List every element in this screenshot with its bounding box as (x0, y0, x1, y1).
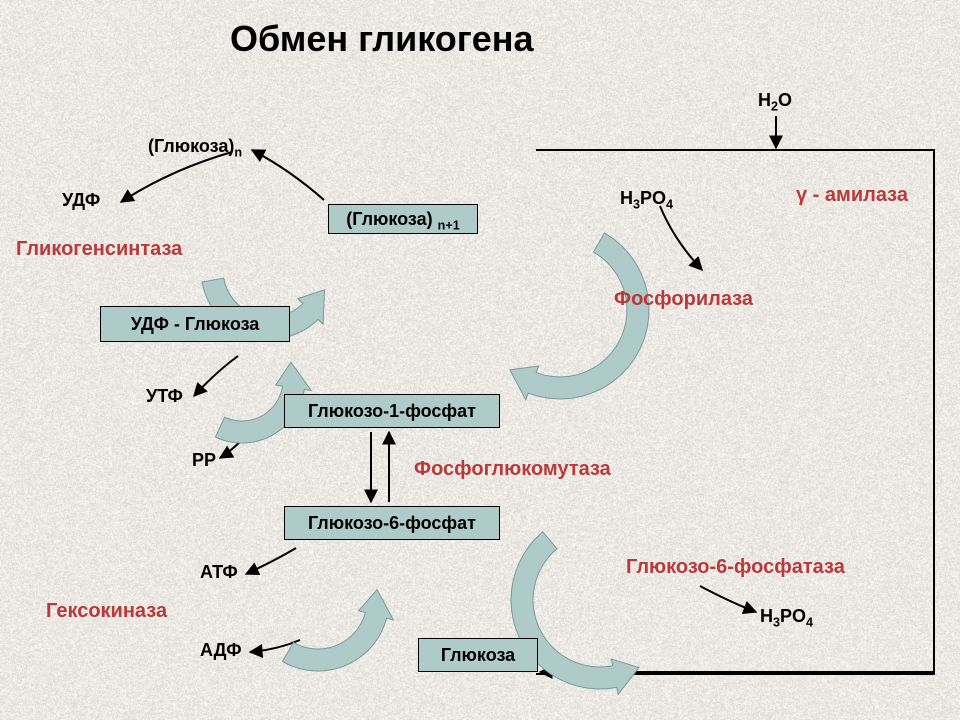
node-glucose_n1: (Глюкоза) n+1 (328, 204, 478, 234)
label-adp: АДФ (200, 640, 242, 661)
enzyme-glycogen_synthase: Гликогенсинтаза (16, 238, 182, 261)
node-glucose: Глюкоза (418, 638, 538, 672)
label-utp: УТФ (146, 386, 183, 407)
enzyme-phosphoglucomutase: Фосфоглюкомутаза (414, 458, 611, 481)
node-text: УДФ - Глюкоза (131, 314, 260, 335)
enzyme-hexokinase: Гексокиназа (46, 600, 167, 623)
label-pp: РР (192, 450, 216, 471)
node-text: Глюкозо-6-фосфат (308, 513, 476, 534)
label-atp: АТФ (200, 562, 238, 583)
enzyme-amylase: γ - амилаза (796, 184, 908, 207)
node-udp_glucose: УДФ - Глюкоза (100, 306, 290, 342)
diagram-title: Обмен гликогена (230, 18, 534, 60)
node-g6p: Глюкозо-6-фосфат (284, 506, 500, 540)
enzyme-g6phosphatase: Глюкозо-6-фосфатаза (626, 556, 845, 579)
node-text: Глюкоза (441, 645, 515, 666)
label-udp: УДФ (62, 190, 100, 211)
node-text: (Глюкоза) n+1 (346, 209, 459, 230)
label-h3po4_top: H3PO4 (620, 188, 673, 209)
label-glucose_n: (Глюкоза)n (148, 136, 242, 157)
node-g1p: Глюкозо-1-фосфат (284, 394, 500, 428)
node-text: Глюкозо-1-фосфат (308, 401, 476, 422)
enzyme-phosphorylase: Фосфорилаза (614, 288, 753, 311)
label-h2o: H2O (758, 90, 792, 111)
label-h3po4_bot: H3PO4 (760, 606, 813, 627)
